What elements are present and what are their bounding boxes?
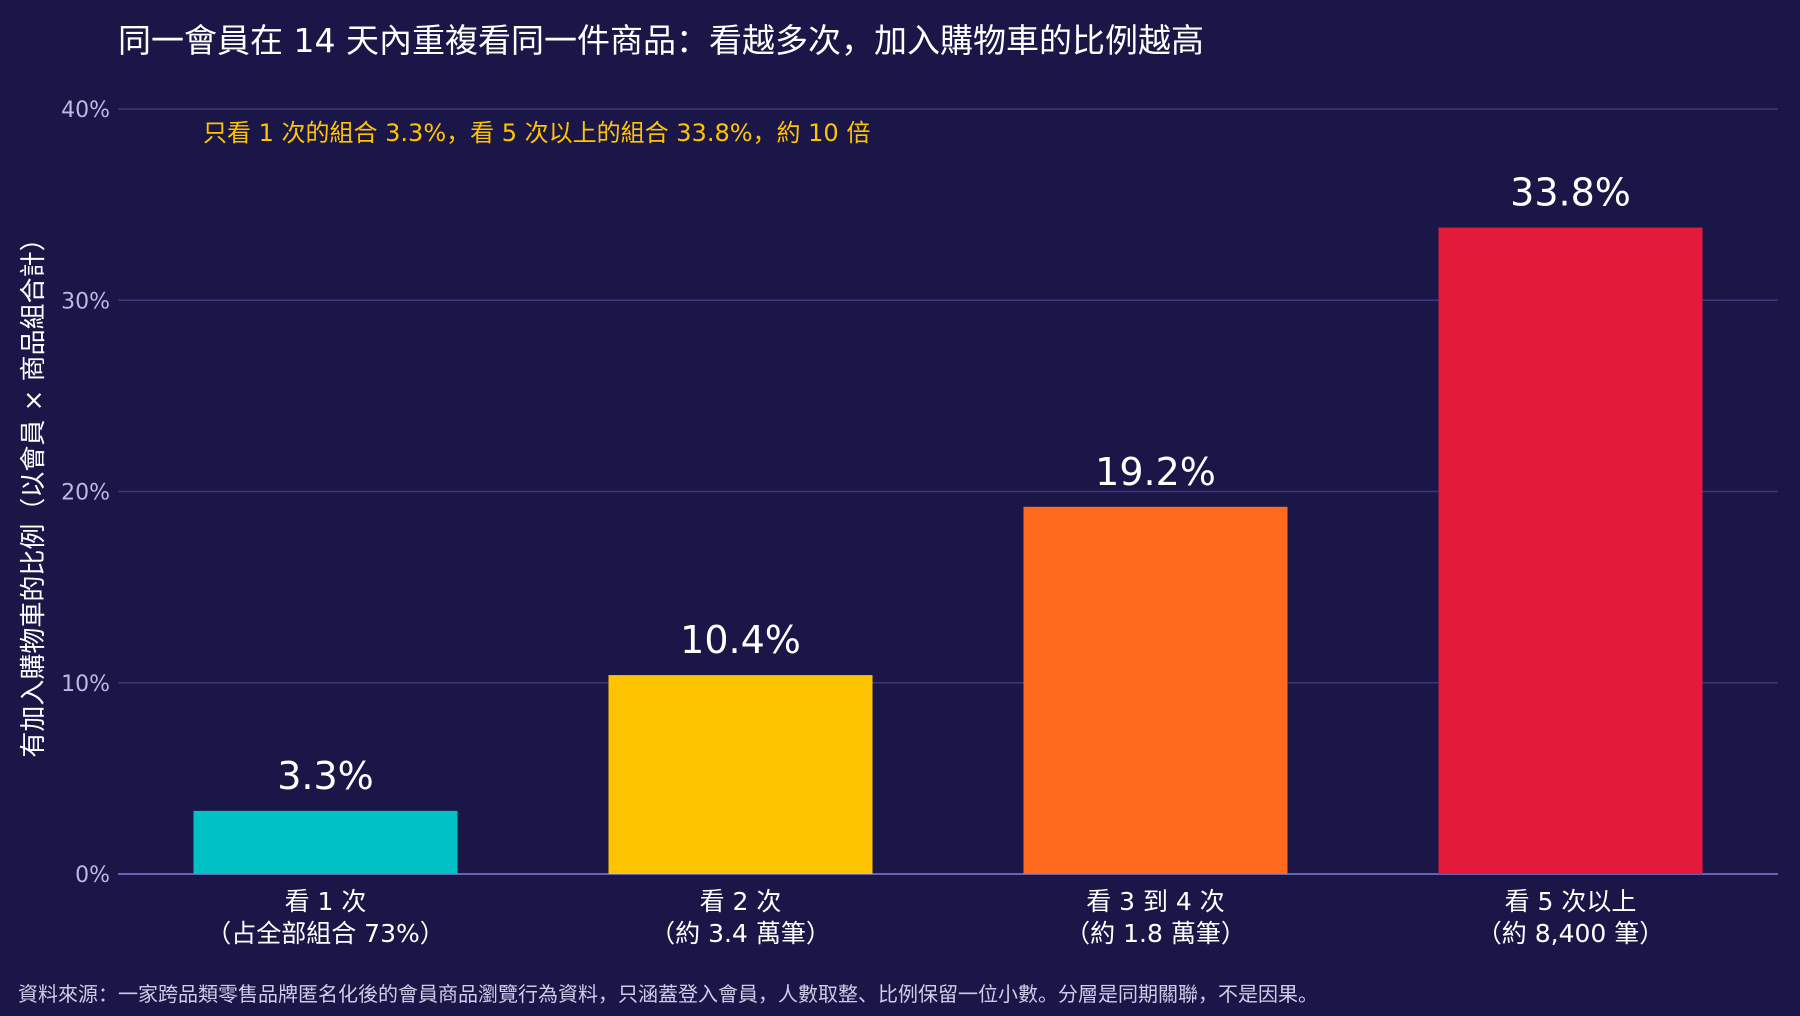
bar (193, 810, 458, 874)
x-tick-label: （占全部組合 73%） (206, 919, 445, 948)
x-tick-label: （約 3.4 萬筆） (650, 919, 831, 948)
y-axis-title: 有加入購物車的比例（以會員 × 商品組合計） (19, 225, 49, 757)
bar-value-label: 19.2% (1095, 450, 1216, 494)
y-tick-label: 0% (75, 863, 110, 888)
x-tick-label: 看 2 次 (700, 887, 782, 916)
y-tick-label: 30% (61, 289, 110, 314)
x-tick-label: 看 3 到 4 次 (1086, 887, 1225, 916)
bar (608, 675, 873, 874)
source-note: 資料來源：一家跨品類零售品牌匿名化後的會員商品瀏覽行為資料，只涵蓋登入會員，人數… (18, 982, 1318, 1006)
x-tick-label: （約 1.8 萬筆） (1065, 919, 1246, 948)
y-tick-label: 20% (61, 481, 110, 506)
bar-value-label: 10.4% (680, 618, 801, 662)
bar-value-label: 33.8% (1510, 171, 1631, 215)
bar (1438, 227, 1703, 874)
annotation-text: 只看 1 次的組合 3.3%，看 5 次以上的組合 33.8%，約 10 倍 (203, 119, 870, 147)
y-tick-label: 40% (61, 98, 110, 123)
bar-value-label: 3.3% (277, 754, 374, 798)
y-tick-label: 10% (61, 672, 110, 697)
x-tick-label: 看 5 次以上 (1505, 887, 1637, 916)
chart-title: 同一會員在 14 天內重複看同一件商品：看越多次，加入購物車的比例越高 (118, 21, 1204, 60)
x-tick-label: （約 8,400 筆） (1477, 919, 1664, 948)
x-tick-label: 看 1 次 (285, 887, 367, 916)
bar (1023, 506, 1288, 874)
